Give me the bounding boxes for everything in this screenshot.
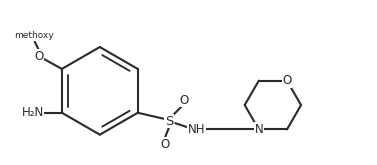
Text: O: O <box>282 74 291 87</box>
Text: methoxy: methoxy <box>14 31 54 40</box>
Text: H₂N: H₂N <box>21 106 44 119</box>
Text: N: N <box>254 123 263 136</box>
Text: S: S <box>165 115 173 128</box>
Text: O: O <box>160 138 170 150</box>
Text: NH: NH <box>187 123 205 136</box>
Text: O: O <box>179 94 188 107</box>
Text: N: N <box>254 123 263 136</box>
Text: O: O <box>34 50 43 63</box>
